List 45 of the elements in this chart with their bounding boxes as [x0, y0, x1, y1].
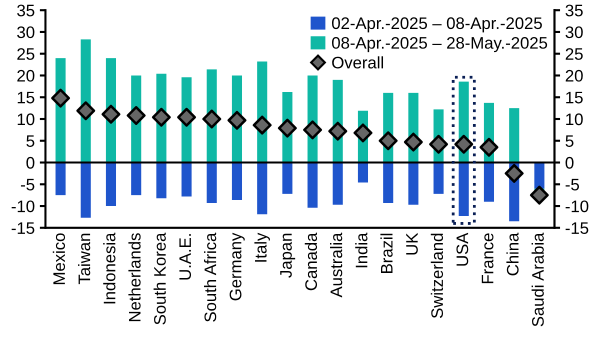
y-tick-label: 5 — [26, 135, 34, 147]
y-tick-label: 35 — [17, 4, 34, 16]
y2-tick-label: 15 — [566, 92, 583, 104]
y2-tick-label: -10 — [566, 200, 588, 212]
y-tick-label: -5 — [20, 178, 34, 190]
x-tick-label: Brazil — [380, 234, 393, 273]
y2-tick-label: 20 — [566, 70, 583, 82]
y2-tick-label: -15 — [566, 222, 588, 234]
x-tick-label: Saudi Arabia — [532, 232, 544, 326]
x-tick-label: UK — [406, 232, 418, 255]
x-tick-label: USA — [456, 232, 468, 266]
y-tick-label: -15 — [12, 222, 34, 234]
x-tick-label: Canada — [304, 232, 318, 290]
x-tick-label: Netherlands — [128, 233, 141, 322]
x-tick-label: Germany — [230, 232, 245, 300]
y-tick-label: 10 — [18, 113, 34, 126]
y2-tick-label: -5 — [566, 178, 580, 190]
x-tick-label: U.A.E. — [179, 234, 192, 280]
x-tick-label: Mexico — [52, 233, 66, 284]
y-tick-label: 25 — [17, 48, 34, 60]
legend-label: Overall — [332, 56, 384, 69]
y2-tick-label: 25 — [566, 48, 583, 60]
x-tick-label: India — [355, 232, 368, 268]
y-tick-label: 30 — [17, 26, 34, 38]
y-tick-label: 15 — [18, 92, 34, 104]
y2-tick-label: 5 — [566, 135, 574, 147]
y2-tick-label: 30 — [566, 26, 583, 38]
x-tick-label: China — [506, 232, 519, 276]
x-tick-label: Italy — [254, 232, 270, 262]
y2-tick-label: 10 — [566, 113, 583, 126]
x-tick-label: Switzerland — [430, 234, 444, 318]
x-tick-label: South Africa — [204, 232, 216, 322]
y-tick-label: 0 — [26, 156, 34, 169]
y2-tick-label: 35 — [566, 4, 583, 16]
legend-label: 08-Apr.-2025 – 28-May.-2025 — [332, 37, 548, 52]
y-tick-label: -10 — [12, 200, 34, 212]
legend-label: 02-Apr.-2025 – 08-Apr.-2025 — [332, 17, 542, 32]
y2-tick-label: 0 — [566, 156, 574, 169]
x-tick-label: Indonesia — [103, 232, 116, 304]
x-tick-label: Japan — [280, 234, 296, 278]
x-tick-label: Australia — [330, 232, 342, 298]
y-tick-label: 20 — [17, 70, 34, 82]
x-tick-label: France — [482, 233, 494, 284]
x-tick-label: Taiwan — [78, 234, 90, 284]
x-tick-label: South Korea — [154, 232, 166, 325]
